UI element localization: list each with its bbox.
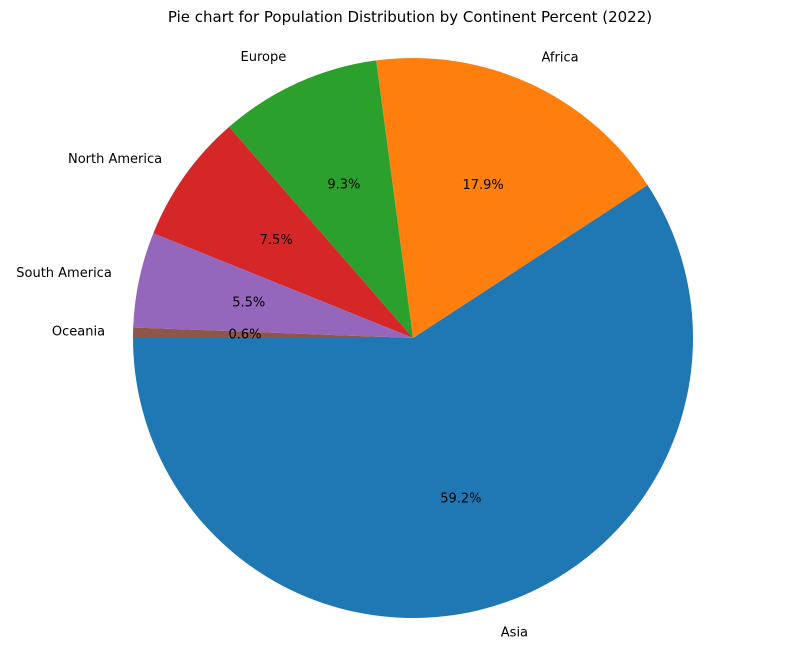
pct-label-europe: 9.3% [327,177,360,192]
pct-label-north-america: 7.5% [260,233,293,248]
pie-slice-africa [376,58,648,338]
slice-label-north-america: North America [68,152,162,167]
slice-label-oceania: Oceania [52,325,105,340]
pie-slice-south-america [133,233,413,338]
pie-slice-north-america [153,126,413,338]
pct-label-africa: 17.9% [462,178,503,193]
pct-label-asia: 59.2% [440,492,481,507]
pct-label-oceania: 0.6% [229,327,262,342]
pie-slices [133,58,693,618]
chart-title: Pie chart for Population Distribution by… [168,8,652,26]
pie-labels: Asia 59.2% Africa 17.9% Europe 9.3% North Amer… [16,50,578,641]
slice-label-africa: Africa [542,51,579,66]
slice-label-asia: Asia [501,626,528,641]
slice-label-europe: Europe [241,50,287,65]
pie-slice-asia [133,185,693,618]
slice-label-south-america: South America [16,266,112,281]
pie-slice-oceania [133,327,413,338]
pie-slice-europe [229,60,413,338]
pct-label-south-america: 5.5% [232,295,265,310]
